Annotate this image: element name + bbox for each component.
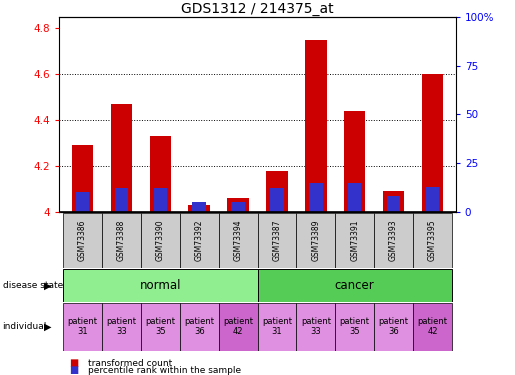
Bar xyxy=(180,303,219,351)
Title: GDS1312 / 214375_at: GDS1312 / 214375_at xyxy=(181,2,334,16)
Text: ▶: ▶ xyxy=(44,280,52,290)
Bar xyxy=(344,111,365,212)
Bar xyxy=(102,213,141,268)
Bar xyxy=(72,146,93,212)
Bar xyxy=(63,303,102,351)
Bar xyxy=(76,192,90,212)
Bar xyxy=(63,269,258,302)
Text: patient
42: patient 42 xyxy=(418,317,448,336)
Text: GSM73387: GSM73387 xyxy=(272,220,281,261)
Bar xyxy=(258,269,452,302)
Text: patient
36: patient 36 xyxy=(379,317,408,336)
Text: GSM73394: GSM73394 xyxy=(234,220,243,261)
Bar xyxy=(63,213,102,268)
Bar xyxy=(227,198,249,212)
Bar xyxy=(413,213,452,268)
Text: transformed count: transformed count xyxy=(88,358,172,368)
Bar xyxy=(115,189,128,212)
Text: GSM73392: GSM73392 xyxy=(195,220,204,261)
Bar xyxy=(374,213,413,268)
Text: GSM73395: GSM73395 xyxy=(428,220,437,261)
Bar xyxy=(180,213,219,268)
Text: patient
35: patient 35 xyxy=(145,317,175,336)
Bar xyxy=(111,104,132,212)
Bar xyxy=(270,189,284,212)
Text: GSM73389: GSM73389 xyxy=(311,220,320,261)
Bar xyxy=(413,303,452,351)
Bar xyxy=(335,213,374,268)
Text: GSM73388: GSM73388 xyxy=(117,220,126,261)
Text: patient
33: patient 33 xyxy=(301,317,331,336)
Bar xyxy=(153,189,167,212)
Bar xyxy=(296,213,335,268)
Bar xyxy=(309,183,322,212)
Bar xyxy=(219,303,258,351)
Text: patient
31: patient 31 xyxy=(67,317,97,336)
Text: GSM73390: GSM73390 xyxy=(156,220,165,261)
Bar xyxy=(425,186,439,212)
Text: cancer: cancer xyxy=(335,279,374,292)
Bar xyxy=(266,171,288,212)
Text: patient
35: patient 35 xyxy=(340,317,370,336)
Bar xyxy=(258,303,296,351)
Bar xyxy=(374,303,413,351)
Bar xyxy=(188,205,210,212)
Text: ▶: ▶ xyxy=(44,322,52,332)
Text: patient
31: patient 31 xyxy=(262,317,292,336)
Bar xyxy=(348,183,362,212)
Text: ■: ■ xyxy=(70,358,79,368)
Text: GSM73391: GSM73391 xyxy=(350,220,359,261)
Bar xyxy=(141,303,180,351)
Bar xyxy=(335,303,374,351)
Text: disease state: disease state xyxy=(3,281,63,290)
Text: patient
42: patient 42 xyxy=(223,317,253,336)
Text: individual: individual xyxy=(3,322,47,331)
Bar xyxy=(387,196,400,212)
Bar xyxy=(231,202,245,212)
Bar xyxy=(150,136,171,212)
Text: patient
36: patient 36 xyxy=(184,317,214,336)
Bar xyxy=(422,74,443,212)
Text: GSM73393: GSM73393 xyxy=(389,220,398,261)
Text: GSM73386: GSM73386 xyxy=(78,220,87,261)
Bar xyxy=(219,213,258,268)
Bar xyxy=(296,303,335,351)
Bar xyxy=(193,202,206,212)
Bar xyxy=(141,213,180,268)
Text: normal: normal xyxy=(140,279,181,292)
Bar xyxy=(383,191,404,212)
Text: patient
33: patient 33 xyxy=(107,317,136,336)
Bar xyxy=(305,40,327,212)
Bar xyxy=(258,213,296,268)
Text: ■: ■ xyxy=(70,366,79,375)
Bar xyxy=(102,303,141,351)
Text: percentile rank within the sample: percentile rank within the sample xyxy=(88,366,241,375)
